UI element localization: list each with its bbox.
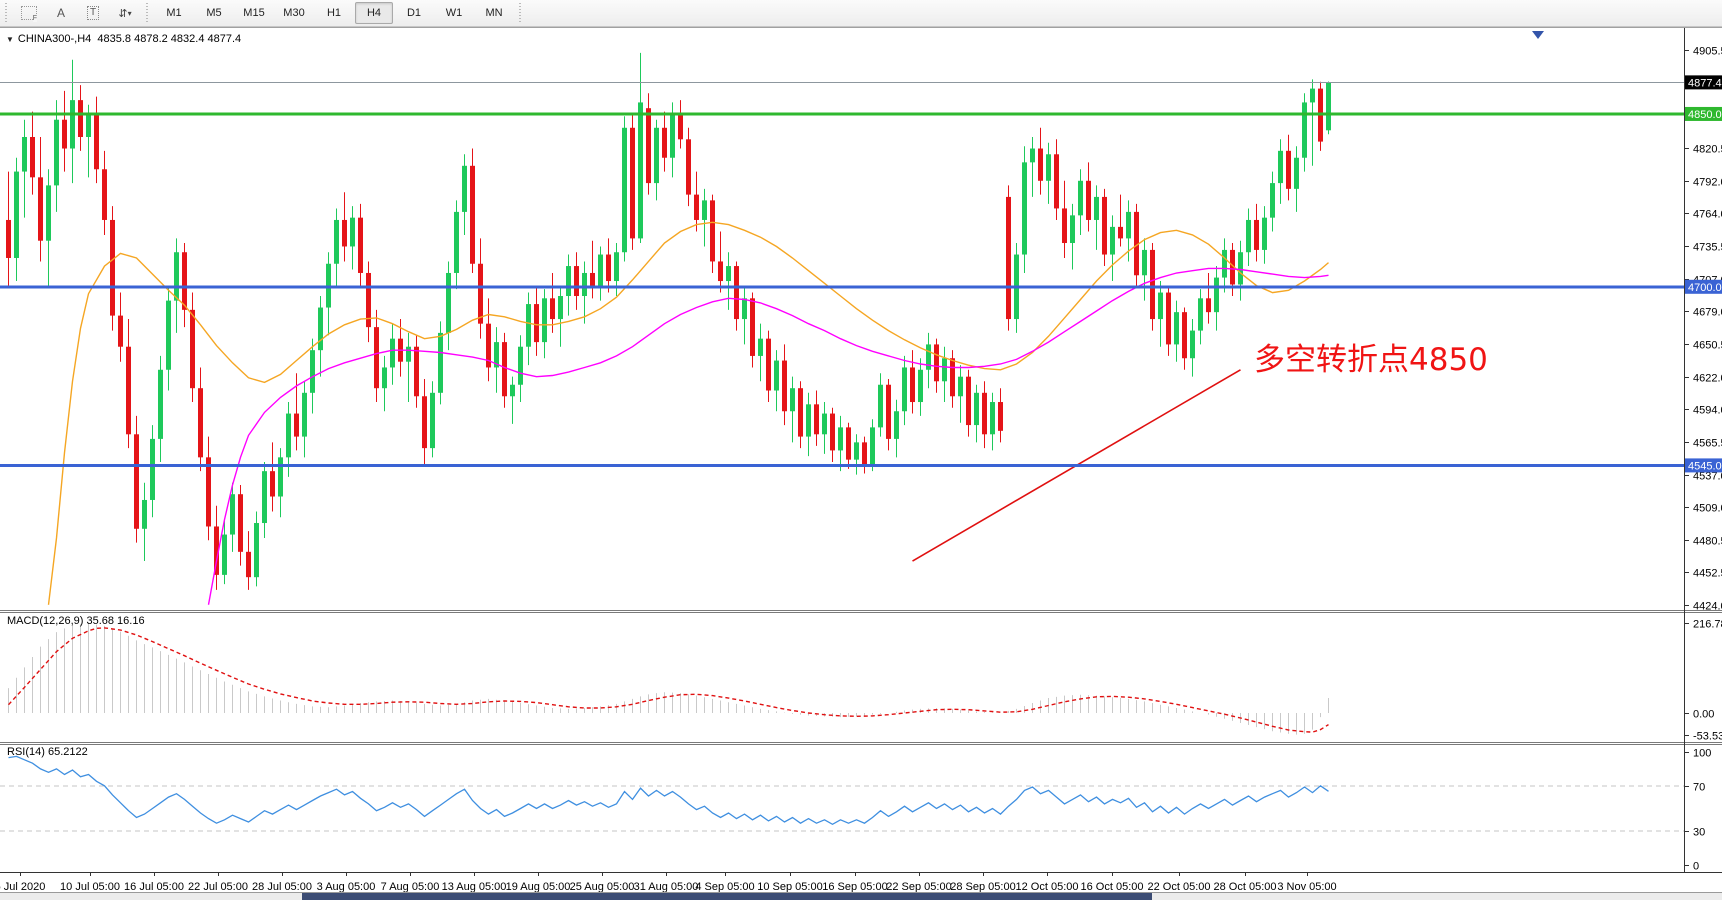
horizontal-lines[interactable] [0,112,1684,467]
timeframe-button-d1[interactable]: D1 [406,7,422,19]
svg-text:4537.0: 4537.0 [1693,471,1722,483]
timeframe-button-m1[interactable]: M1 [166,7,182,19]
svg-text:4509.0: 4509.0 [1693,503,1722,515]
arrows-icon: ⇵ [118,7,127,20]
svg-text:16 Sep 05:00: 16 Sep 05:00 [822,881,887,893]
snap-grid-icon: F [21,6,37,22]
rsi-indicator-label: RSI(14) 65.2122 [7,746,88,758]
rsi-pane [0,755,1684,832]
toolbar: F A T ⇵ ▾ M1 M5 M15 M30 H1 H4 D1 W1 MN [0,0,1722,27]
svg-text:16 Jul 05:00: 16 Jul 05:00 [124,881,184,893]
svg-text:4650.5: 4650.5 [1693,340,1722,352]
svg-text:4545.0: 4545.0 [1688,460,1722,472]
snap-grid-button[interactable]: F [14,2,44,24]
svg-text:22 Oct 05:00: 22 Oct 05:00 [1148,881,1211,893]
scrollbar-thumb[interactable] [302,893,1152,900]
macd-pane [7,623,1329,735]
svg-text:4905.5: 4905.5 [1693,46,1722,58]
svg-text:4594.0: 4594.0 [1693,405,1722,417]
svg-text:13 Aug 05:00: 13 Aug 05:00 [442,881,507,893]
text-box-button[interactable]: T [78,2,108,24]
timeframe-button-m30[interactable]: M30 [283,7,305,19]
svg-text:4 Sep 05:00: 4 Sep 05:00 [695,881,754,893]
svg-text:70: 70 [1693,782,1705,794]
text-label-button[interactable]: A [46,2,76,24]
ma-slow-line [207,267,1329,605]
macd-indicator-label: MACD(12,26,9) 35.68 16.16 [7,615,145,627]
chart-shift-marker-icon [1532,31,1544,39]
candlestick-series [6,52,1331,590]
svg-text:4792.0: 4792.0 [1693,177,1722,189]
timeframe-buttons: M1 M5 M15 M30 H1 H4 D1 W1 MN [154,2,514,24]
svg-text:12 Oct 05:00: 12 Oct 05:00 [1016,881,1079,893]
toolbar-grip[interactable] [517,3,524,23]
svg-text:6 Jul 2020: 6 Jul 2020 [0,881,45,893]
svg-text:4877.4: 4877.4 [1688,77,1722,89]
svg-text:10 Sep 05:00: 10 Sep 05:00 [757,881,822,893]
svg-text:16 Oct 05:00: 16 Oct 05:00 [1081,881,1144,893]
svg-text:4480.5: 4480.5 [1693,536,1722,548]
svg-text:4735.5: 4735.5 [1693,242,1722,254]
svg-text:28 Oct 05:00: 28 Oct 05:00 [1214,881,1277,893]
timeframe-button-m5[interactable]: M5 [206,7,222,19]
svg-text:7 Aug 05:00: 7 Aug 05:00 [381,881,440,893]
svg-text:100: 100 [1693,748,1711,760]
timeframe-button-w1[interactable]: W1 [445,7,463,19]
timeframe-button-mn[interactable]: MN [485,7,503,19]
timeframe-button-h4[interactable]: H4 [355,2,393,24]
svg-text:10 Jul 05:00: 10 Jul 05:00 [60,881,120,893]
svg-text:-53.53: -53.53 [1693,731,1722,743]
chart-window[interactable]: 4905.54820.54792.04764.04735.54707.04679… [0,27,1722,893]
timeframe-button-m15[interactable]: M15 [243,7,265,19]
symbol-dropdown-icon[interactable]: ▼ [6,35,14,44]
svg-text:4764.0: 4764.0 [1693,209,1722,221]
arrows-button[interactable]: ⇵ ▾ [110,2,140,24]
svg-text:25 Aug 05:00: 25 Aug 05:00 [570,881,635,893]
svg-text:28 Jul 05:00: 28 Jul 05:00 [252,881,312,893]
svg-text:4452.5: 4452.5 [1693,568,1722,580]
chart-borders [0,27,1722,873]
price-axis: 4905.54820.54792.04764.04735.54707.04679… [1684,46,1722,873]
text-label-icon: A [56,6,65,20]
horizontal-scrollbar[interactable] [0,892,1722,900]
chart-title: ▼ CHINA300-,H4 4835.8 4878.2 4832.4 4877.… [6,33,241,45]
svg-text:4820.5: 4820.5 [1693,144,1722,156]
svg-text:22 Jul 05:00: 22 Jul 05:00 [188,881,248,893]
svg-text:4679.0: 4679.0 [1693,307,1722,319]
svg-text:4700.0: 4700.0 [1688,282,1722,294]
price-label-boxes: 4877.4 4850.0 4700.0 4545.0 [1685,75,1722,473]
svg-text:31 Aug 05:00: 31 Aug 05:00 [634,881,699,893]
svg-text:4622.0: 4622.0 [1693,373,1722,385]
text-box-icon: T [86,6,100,20]
ma-fast-line [47,221,1329,605]
svg-text:3 Nov 05:00: 3 Nov 05:00 [1277,881,1336,893]
svg-text:3 Aug 05:00: 3 Aug 05:00 [317,881,376,893]
svg-text:4565.5: 4565.5 [1693,438,1722,450]
timeframe-button-h1[interactable]: H1 [326,7,342,19]
svg-text:28 Sep 05:00: 28 Sep 05:00 [950,881,1015,893]
chart-annotation-text[interactable]: 多空转折点4850 [1254,342,1488,378]
svg-text:4850.0: 4850.0 [1688,109,1722,121]
svg-text:4424.0: 4424.0 [1693,601,1722,613]
svg-text:19 Aug 05:00: 19 Aug 05:00 [506,881,571,893]
symbol-ohlc-text: CHINA300-,H4 4835.8 4878.2 4832.4 4877.4 [17,33,242,45]
toolbar-grip[interactable] [3,3,10,23]
svg-text:0.00: 0.00 [1693,709,1714,721]
svg-text:0: 0 [1693,861,1699,873]
dropdown-caret-icon[interactable]: ▾ [127,8,132,18]
time-axis: 6 Jul 2020 10 Jul 05:00 16 Jul 05:00 22 Jul… [0,872,1337,893]
toolbar-grip[interactable] [144,3,151,23]
svg-text:30: 30 [1693,827,1705,839]
svg-text:22 Sep 05:00: 22 Sep 05:00 [886,881,951,893]
svg-text:216.78: 216.78 [1693,619,1722,631]
